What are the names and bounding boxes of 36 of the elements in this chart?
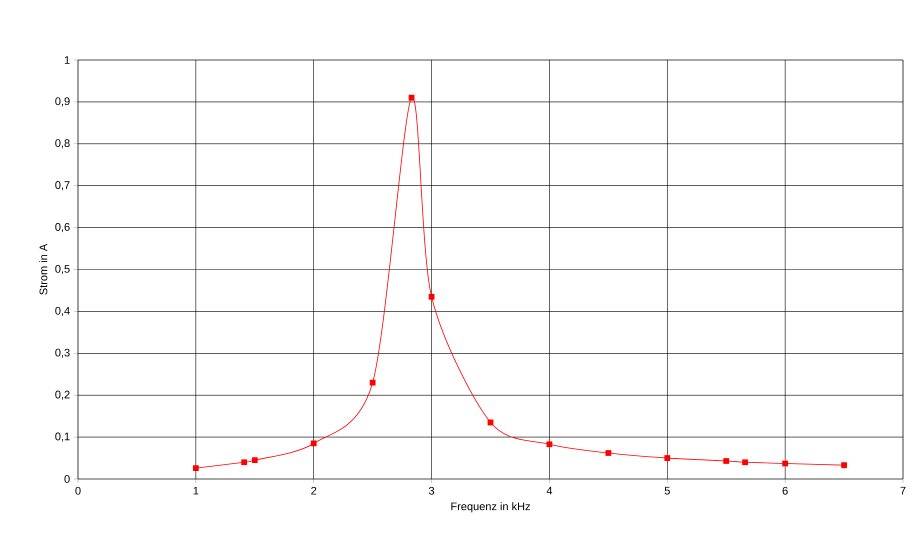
x-axis-title: Frequenz in kHz	[451, 502, 530, 512]
y-tick-label: 0,6	[55, 223, 70, 232]
x-tick-label: 3	[428, 486, 434, 495]
point	[488, 420, 494, 426]
y-tick-label: 0,8	[55, 139, 70, 148]
y-tick-label: 0,5	[55, 264, 70, 274]
point	[723, 458, 730, 464]
point	[742, 459, 748, 466]
x-tick-label: 5	[664, 486, 670, 495]
x-tick-label: 2	[311, 486, 316, 495]
x-tick-label: 0	[75, 486, 81, 495]
y-axis-title: Strom in A	[39, 244, 48, 295]
y-tick-label: 0,4	[55, 306, 70, 316]
y-tick-label: 0,1	[55, 432, 70, 442]
point	[370, 380, 376, 386]
point	[546, 441, 552, 448]
x-tick-label: 4	[546, 486, 552, 494]
y-tick-label: 0	[64, 475, 70, 483]
y-tick-label: 0,9	[55, 97, 70, 106]
y-tick-label: 0,7	[55, 181, 70, 190]
point	[841, 462, 847, 468]
y-tick-label: 0,2	[55, 390, 70, 400]
x-tick-label: 1	[194, 486, 198, 494]
point	[252, 457, 258, 464]
point	[310, 440, 317, 446]
point	[782, 460, 788, 466]
x-tick-label: 7	[900, 486, 906, 494]
point	[241, 459, 248, 466]
y-tick-label: 0,3	[55, 348, 70, 358]
point	[408, 94, 414, 101]
point	[605, 450, 612, 456]
point	[664, 455, 670, 461]
y-tick-label: 1	[64, 56, 70, 64]
x-tick-label: 6	[782, 486, 788, 495]
point	[428, 294, 434, 300]
point	[192, 465, 199, 472]
